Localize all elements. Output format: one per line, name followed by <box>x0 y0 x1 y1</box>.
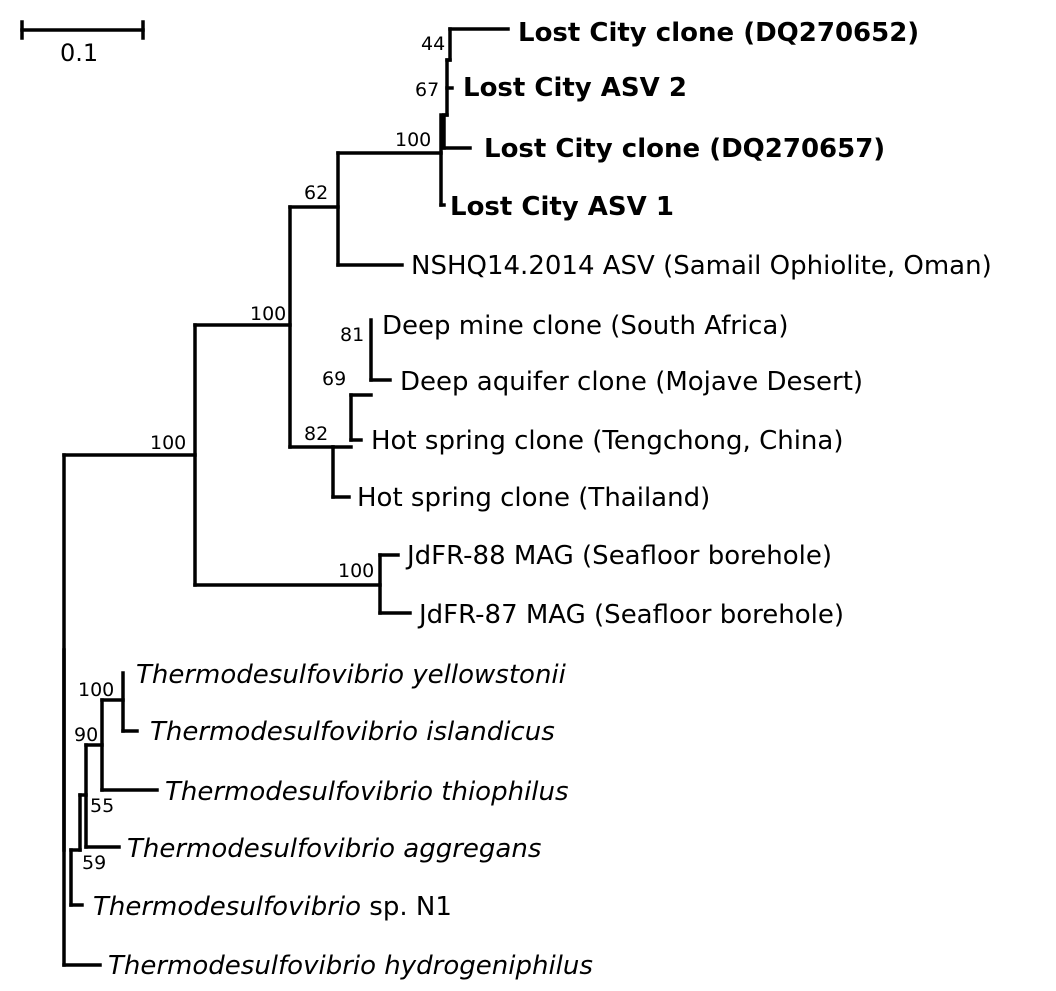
leaf-t-hydrogeniphilus: Thermodesulfovibrio hydrogeniphilus <box>108 951 593 981</box>
leaf-deep-mine-clone: Deep mine clone (South Africa) <box>382 311 789 341</box>
support-value-lost-city-top: 44 <box>421 33 445 55</box>
leaf-deep-aquifer-clone: Deep aquifer clone (Mojave Desert) <box>400 367 863 397</box>
support-value-aggregans: 59 <box>82 852 106 874</box>
support-value-deep-mine-aquifer: 81 <box>340 324 364 346</box>
support-value-lost-city-nshq: 62 <box>304 182 328 204</box>
leaf-hot-spring-tengchong: Hot spring clone (Tengchong, China) <box>371 426 843 456</box>
leaf-t-islandicus: Thermodesulfovibrio islandicus <box>150 717 555 747</box>
support-value-lost-city-asv2: 67 <box>415 79 439 101</box>
support-value-continental-clade: 82 <box>304 423 328 445</box>
support-value-thermo-90: 90 <box>74 724 98 746</box>
leaf-t-yellowstonii: Thermodesulfovibrio yellowstonii <box>136 660 567 690</box>
support-value-thiophilus: 55 <box>90 795 114 817</box>
scale-bar: 0.1 <box>20 20 145 67</box>
tree-branches <box>62 27 510 967</box>
leaf-jdfr-87-mag: JdFR-87 MAG (Seafloor borehole) <box>417 600 844 630</box>
leaf-lost-city-clone-dq270657: Lost City clone (DQ270657) <box>484 134 885 164</box>
leaf-nshq14-asv: NSHQ14.2014 ASV (Samail Ophiolite, Oman) <box>411 251 992 281</box>
leaf-hot-spring-thailand: Hot spring clone (Thailand) <box>357 483 710 513</box>
support-value-serpentinite-clade: 100 <box>250 303 286 325</box>
support-value-lost-city-clade: 100 <box>395 129 431 151</box>
support-value-deep-tengchong: 69 <box>322 368 346 390</box>
leaf-t-sp-n1-suffix: sp. N1 <box>361 892 452 922</box>
support-values: 44 67 100 62 100 81 69 82 100 100 100 90… <box>74 33 445 874</box>
support-value-seafloor: 100 <box>338 560 374 582</box>
leaf-t-sp-n1-genus: Thermodesulfovibrio <box>93 892 361 922</box>
leaf-lost-city-clone-dq270652: Lost City clone (DQ270652) <box>518 18 919 48</box>
leaf-jdfr-88-mag: JdFR-88 MAG (Seafloor borehole) <box>405 541 832 571</box>
leaf-labels: Lost City clone (DQ270652) Lost City ASV… <box>93 18 992 981</box>
leaf-t-sp-n1: Thermodesulfovibrio sp. N1 <box>93 892 452 922</box>
support-value-yellowstonii-islandicus: 100 <box>78 679 114 701</box>
leaf-t-thiophilus: Thermodesulfovibrio thiophilus <box>165 777 569 807</box>
leaf-lost-city-asv-2: Lost City ASV 2 <box>463 73 687 103</box>
leaf-t-aggregans: Thermodesulfovibrio aggregans <box>127 834 541 864</box>
support-value-ingroup: 100 <box>150 432 186 454</box>
leaf-lost-city-asv-1: Lost City ASV 1 <box>450 192 674 222</box>
scale-bar-label: 0.1 <box>60 39 98 67</box>
